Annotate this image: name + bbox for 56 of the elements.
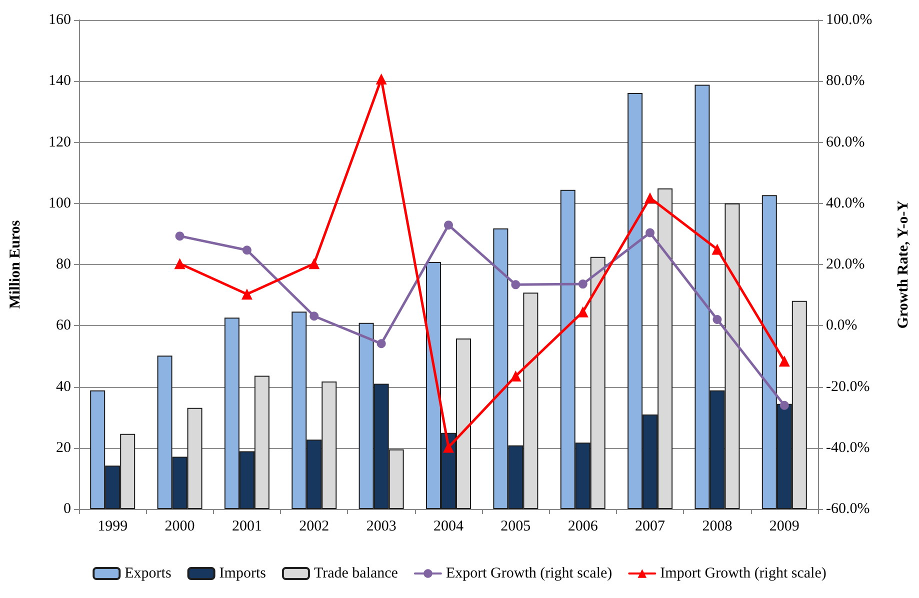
x-tick-label: 2009 (769, 518, 800, 534)
x-tick-label: 2002 (299, 518, 330, 534)
point (444, 220, 453, 230)
y-tick-label: 80 (56, 256, 71, 272)
y2-axis-title: Growth Rate, Y-o-Y (896, 200, 912, 329)
x-tick-label: 2004 (434, 518, 464, 534)
y-axis-title: Million Euros (8, 220, 24, 309)
legend-label: Exports (124, 566, 172, 582)
legend-label: Trade balance (314, 566, 398, 582)
x-tick-label: 2006 (568, 518, 598, 534)
point (511, 280, 520, 290)
point (578, 280, 588, 289)
point (577, 306, 588, 318)
x-tick-label: 2007 (635, 518, 666, 534)
x-tick-label: 1999 (98, 518, 128, 534)
y-tick-label: 20 (56, 440, 71, 456)
y-tick-label: 60 (56, 318, 71, 334)
point (376, 339, 386, 348)
y-tick-label: 120 (48, 134, 71, 150)
point (376, 73, 387, 84)
point (712, 315, 722, 324)
point (712, 244, 723, 255)
point (310, 312, 319, 321)
y2-tick-label: 0.0% (826, 318, 858, 334)
point (242, 246, 252, 255)
y2-tick-label: 20.0% (826, 256, 865, 272)
point (308, 258, 320, 270)
legend-label: Import Growth (right scale) (660, 566, 826, 582)
x-tick-label: 2003 (366, 518, 396, 534)
point (510, 370, 522, 382)
y2-tick-label: -20.0% (826, 378, 870, 395)
y2-tick-label: 100.0% (826, 12, 872, 28)
y-tick-label: 40 (56, 378, 71, 395)
y-tick-label: 0 (64, 501, 71, 517)
x-tick-label: 2005 (500, 518, 531, 534)
y2-tick-label: -60.0% (826, 501, 870, 517)
legend-label: Imports (219, 566, 266, 582)
y2-tick-label: 80.0% (826, 73, 865, 90)
point (175, 232, 184, 241)
y-tick-label: 100 (48, 195, 71, 212)
point (174, 258, 186, 270)
point (644, 192, 656, 204)
y-tick-label: 140 (48, 73, 71, 90)
x-tick-label: 2001 (232, 518, 262, 534)
y2-tick-label: 40.0% (826, 195, 865, 212)
x-tick-label: 2008 (702, 518, 732, 534)
y2-tick-label: 60.0% (826, 134, 865, 150)
point (780, 400, 789, 410)
point (646, 228, 655, 238)
point (778, 356, 790, 367)
y2-tick-label: -40.0% (826, 440, 870, 456)
y-tick-label: 160 (48, 12, 71, 28)
x-tick-label: 2000 (164, 518, 195, 534)
point (241, 288, 252, 300)
point (443, 442, 454, 453)
legend-label: Export Growth (right scale) (446, 566, 612, 582)
